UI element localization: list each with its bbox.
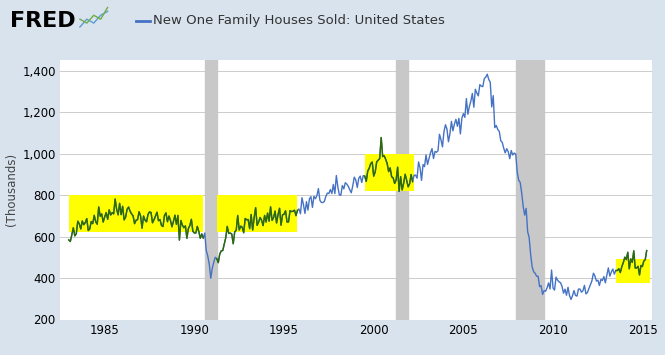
Bar [205,60,217,320]
Text: New One Family Houses Sold: United States: New One Family Houses Sold: United State… [153,14,445,27]
Y-axis label: (Thousands): (Thousands) [5,153,18,226]
Bar [516,60,544,320]
Bar [616,260,650,283]
Bar [217,195,297,233]
Bar [68,195,203,233]
Bar [364,154,414,191]
Text: FRED: FRED [10,11,76,31]
Bar [396,60,408,320]
